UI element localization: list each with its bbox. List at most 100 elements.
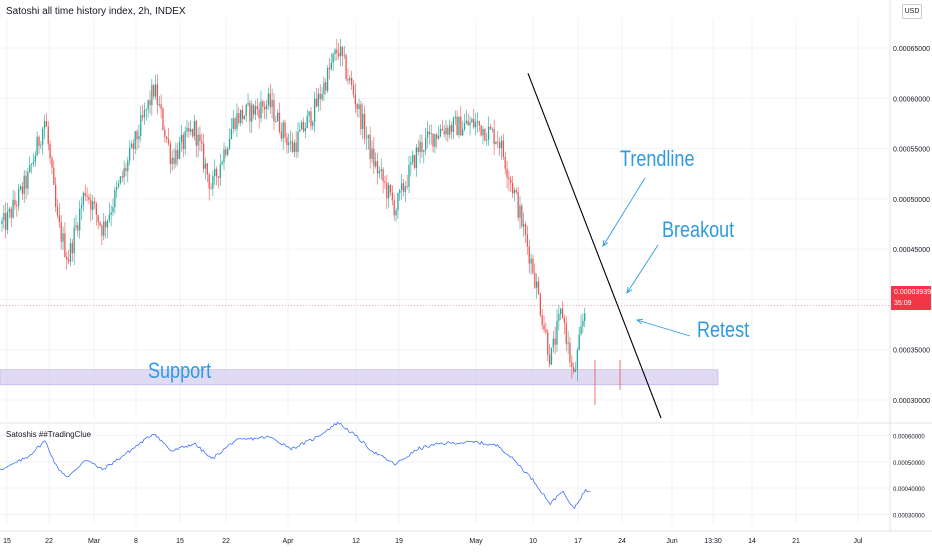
candle — [160, 94, 162, 119]
candle — [288, 133, 290, 153]
candle-body — [336, 49, 338, 54]
candle-body — [6, 211, 9, 230]
candle — [321, 86, 323, 102]
currency-button[interactable]: USD — [902, 4, 922, 19]
candle — [203, 133, 205, 174]
candle-body — [217, 176, 220, 178]
candle-body — [127, 160, 129, 172]
candle — [345, 53, 347, 82]
candle-body — [252, 104, 255, 115]
candle — [232, 110, 234, 134]
candle-body — [574, 369, 577, 372]
candle-body — [363, 113, 366, 139]
candle-body — [312, 121, 314, 127]
candle — [132, 138, 134, 161]
candle-body — [66, 256, 68, 260]
candle-body — [154, 84, 157, 97]
candle-body — [141, 115, 144, 118]
candle-body — [106, 220, 109, 228]
y-tick-label: 0.00050000 — [893, 197, 930, 204]
candle-body — [55, 184, 57, 207]
candle — [584, 307, 586, 328]
indicator-y-tick-label: 0.00040000 — [893, 487, 925, 493]
candle-body — [365, 138, 368, 139]
candle — [338, 42, 340, 60]
x-tick-label: 19 — [395, 538, 403, 545]
candle-body — [254, 106, 257, 115]
candle — [49, 140, 51, 164]
candle-body — [82, 192, 85, 205]
candle — [3, 204, 5, 229]
candle — [499, 137, 501, 156]
candle — [236, 103, 238, 137]
candle-body — [458, 116, 460, 136]
candle-body — [310, 111, 312, 127]
candle-body — [550, 347, 553, 365]
candle-body — [177, 149, 179, 159]
candle-body — [543, 324, 545, 330]
candle-body — [293, 142, 295, 153]
candle-body — [29, 164, 31, 172]
candle-body — [295, 142, 297, 152]
candle — [71, 239, 73, 262]
candle — [526, 225, 529, 255]
candle-body — [101, 225, 103, 236]
candle — [86, 187, 88, 202]
candle — [354, 83, 356, 113]
candle — [437, 125, 440, 140]
candle-body — [204, 163, 207, 169]
candle-body — [228, 138, 231, 149]
candle — [500, 135, 503, 160]
candle-body — [532, 258, 534, 273]
candle-body — [93, 201, 96, 204]
candle-body — [511, 182, 514, 194]
candle-body — [99, 222, 101, 226]
candle-body — [38, 136, 40, 146]
candle — [141, 104, 144, 122]
candle — [569, 336, 571, 367]
breakout-arrow-head — [626, 287, 633, 294]
candle — [537, 276, 540, 295]
candle — [504, 151, 506, 175]
candle — [417, 139, 419, 156]
candle-body — [271, 100, 273, 108]
candle-body — [460, 116, 462, 136]
candle-body — [428, 131, 430, 135]
candle-body — [519, 205, 521, 218]
candle — [62, 226, 64, 251]
candle-body — [388, 184, 390, 199]
candle-body — [356, 104, 358, 110]
candle-body — [456, 116, 458, 136]
x-tick-label: 21 — [792, 538, 800, 545]
candle-body — [493, 129, 495, 145]
candle — [219, 154, 221, 186]
candle-body — [513, 190, 516, 194]
candle — [271, 88, 273, 119]
candle — [260, 90, 262, 123]
candle-body — [208, 174, 210, 189]
candle — [79, 200, 81, 239]
candle-body — [289, 141, 292, 143]
candle — [582, 313, 584, 334]
candle-body — [67, 259, 70, 262]
candle-body — [419, 141, 421, 152]
candle-body — [18, 188, 20, 206]
candle-body — [158, 104, 160, 106]
indicator-y-tick-label: 0.00060000 — [893, 435, 925, 441]
candle — [369, 126, 371, 169]
candle-body — [500, 140, 503, 149]
candle — [375, 152, 377, 169]
candle-body — [573, 367, 575, 372]
candle-body — [308, 111, 310, 116]
candle-body — [95, 203, 97, 215]
candle-body — [432, 133, 434, 147]
candle — [326, 65, 329, 94]
candle — [393, 194, 395, 221]
candle-body — [402, 183, 405, 192]
candle-body — [434, 134, 436, 147]
candle-body — [201, 141, 203, 144]
candle — [341, 46, 344, 67]
x-tick-label: 14 — [748, 538, 756, 545]
